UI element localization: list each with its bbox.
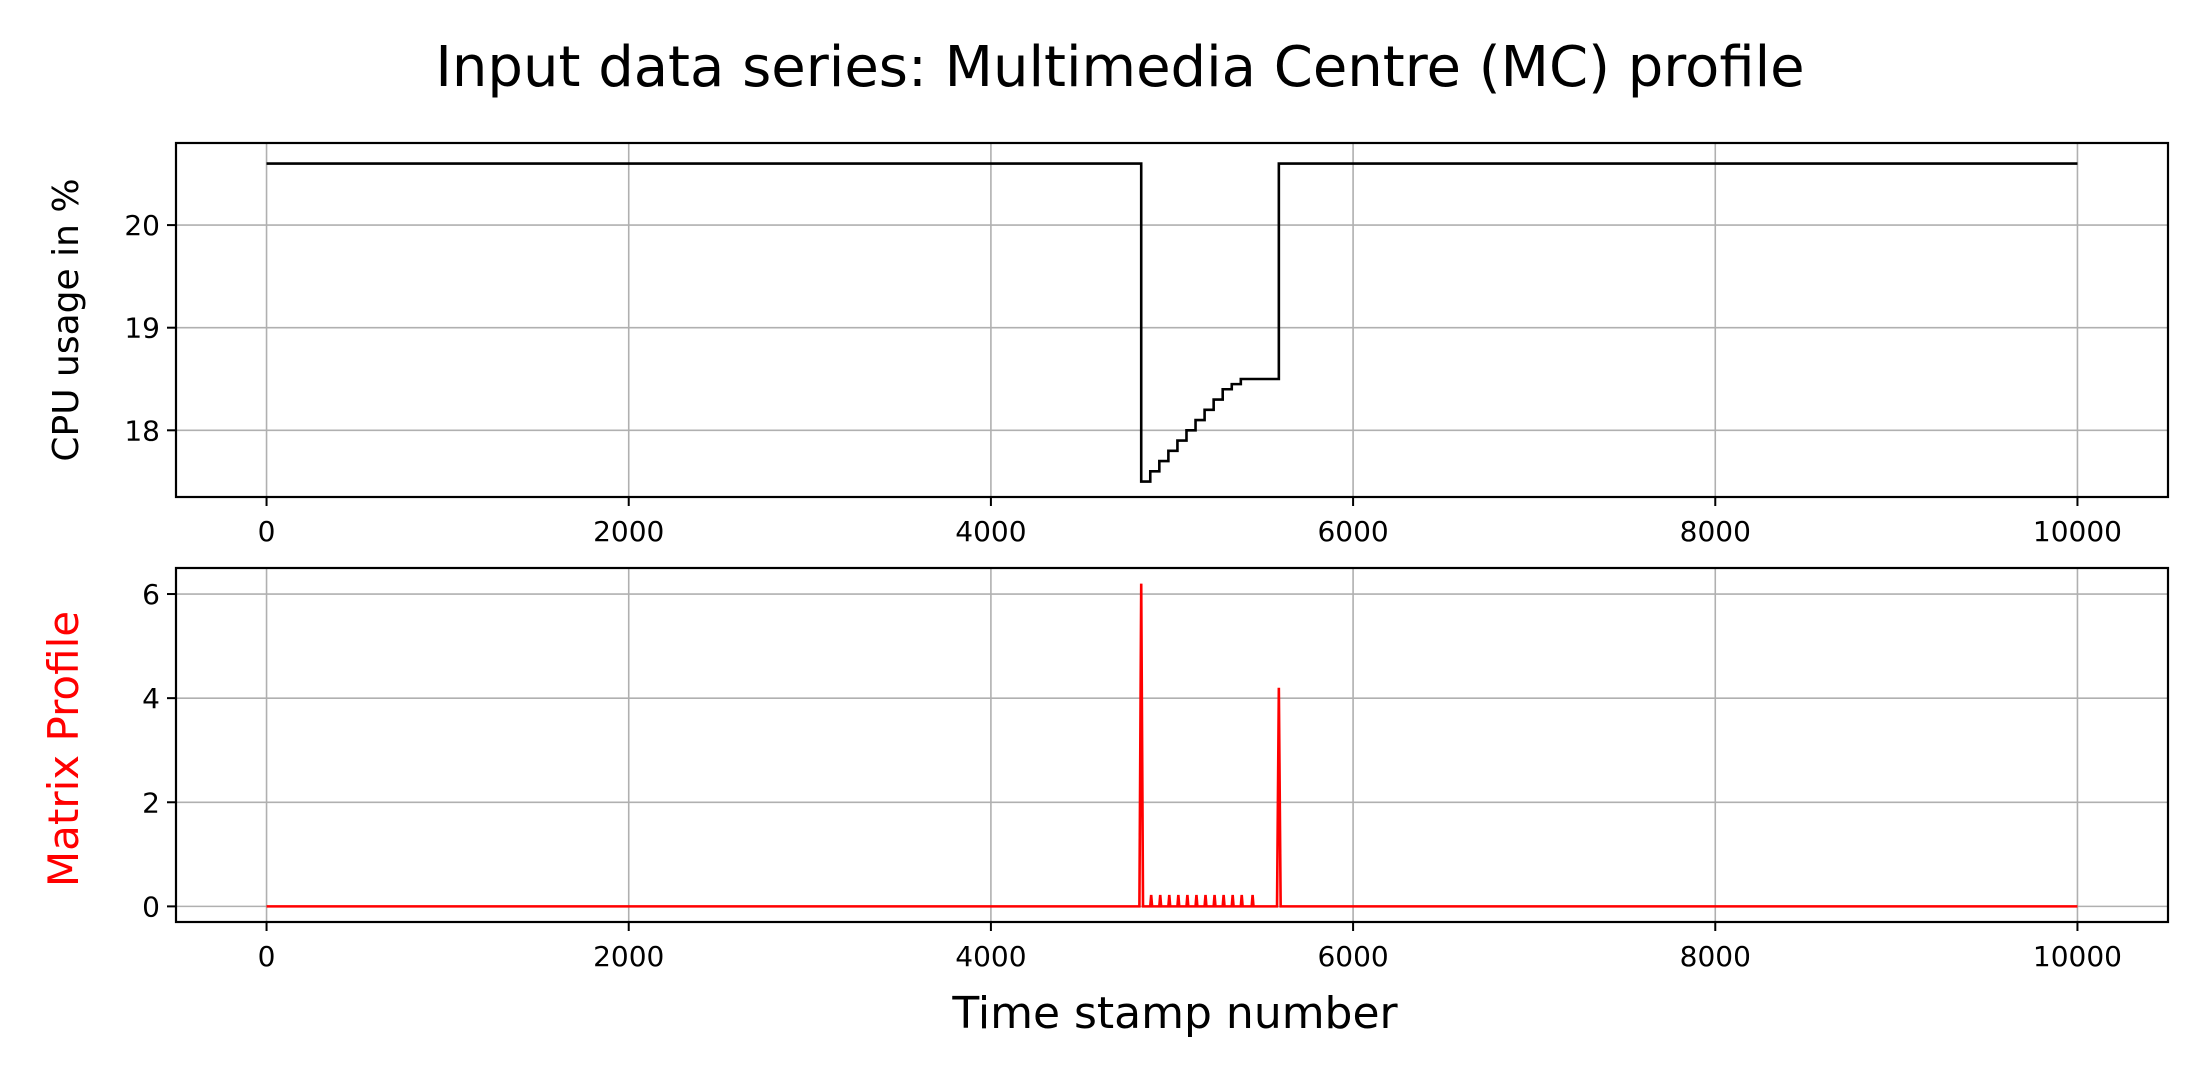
cpu-x-tick-label: 2000 (593, 515, 664, 548)
mp-x-tick-label: 0 (258, 940, 276, 973)
mp-x-tick-label: 10000 (2033, 940, 2122, 973)
cpu-x-tick-label: 4000 (955, 515, 1026, 548)
cpu-x-tick-label: 0 (258, 515, 276, 548)
cpu-x-tick-label: 8000 (1680, 515, 1751, 548)
cpu-x-tick-label: 6000 (1317, 515, 1388, 548)
mp-y-tick-label: 2 (142, 786, 160, 819)
cpu-y-tick-label: 18 (124, 414, 160, 447)
mp-x-tick-label: 6000 (1317, 940, 1388, 973)
figure-title: Input data series: Multimedia Centre (MC… (435, 35, 1804, 100)
cpu-y-tick-label: 19 (124, 312, 160, 345)
mp-x-tick-label: 4000 (955, 940, 1026, 973)
mp-y-tick-label: 6 (142, 578, 160, 611)
cpu-series-line (266, 162, 2078, 483)
x-axis-label: Time stamp number (951, 988, 1398, 1039)
mp-x-tick-label: 2000 (593, 940, 664, 973)
mp-series-line (266, 583, 2078, 908)
mp-x-tick-label: 8000 (1680, 940, 1751, 973)
matrix-profile-ylabel: Matrix Profile (39, 611, 88, 887)
mp-axes-frame (174, 566, 2170, 924)
cpu-y-tick-label: 20 (124, 209, 160, 242)
matrix-profile-chart: Matrix Profile 0 2000 4000 6000 8000 10000 0 2 4… (39, 566, 2170, 973)
mp-y-tick-label: 0 (142, 890, 160, 923)
cpu-usage-ylabel: CPU usage in % (46, 178, 87, 461)
cpu-x-tick-label: 10000 (2033, 515, 2122, 548)
mp-y-tick-label: 4 (142, 682, 160, 715)
cpu-usage-chart: CPU usage in % 0 2000 4000 6000 8000 10000 18 1… (46, 141, 2170, 548)
cpu-axes-frame (174, 141, 2170, 499)
